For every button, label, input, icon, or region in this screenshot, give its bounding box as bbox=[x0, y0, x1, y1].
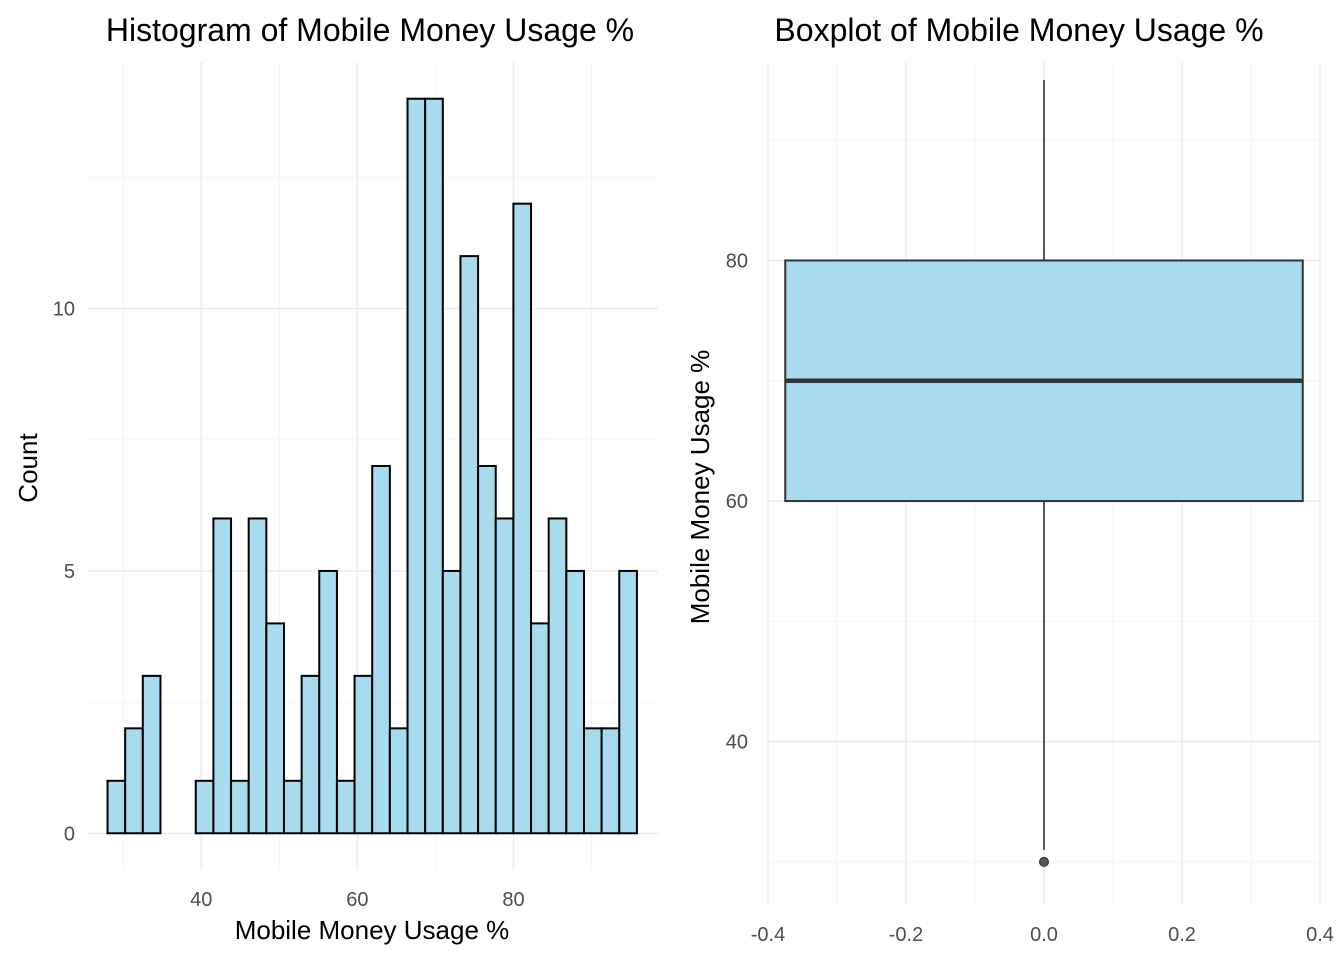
histogram-x-ticks: 40 60 80 bbox=[190, 889, 525, 911]
histogram-bar bbox=[124, 727, 144, 835]
histogram-y-tick-label: 5 bbox=[64, 561, 75, 583]
histogram-panel: 40 60 80 0 5 10 Histogram of Mobile Money Us… bbox=[13, 12, 658, 945]
histogram-bar bbox=[318, 569, 338, 835]
histogram-bar bbox=[265, 622, 285, 835]
histogram-bar bbox=[230, 779, 250, 835]
histogram-bar bbox=[194, 779, 215, 835]
histogram-bar bbox=[600, 727, 621, 835]
boxplot-y-axis-label: Mobile Money Usage % bbox=[685, 350, 715, 625]
histogram-bar bbox=[106, 779, 127, 835]
histogram-x-tick-label: 40 bbox=[190, 889, 212, 911]
boxplot-y-tick-label: 40 bbox=[726, 732, 748, 754]
boxplot-title: Boxplot of Mobile Money Usage % bbox=[774, 12, 1263, 48]
histogram-bar bbox=[247, 517, 268, 835]
histogram-bar bbox=[477, 465, 497, 835]
histogram-bar bbox=[441, 569, 462, 835]
histogram-bar bbox=[565, 569, 585, 835]
histogram-bar bbox=[547, 517, 568, 835]
histogram-y-axis-label: Count bbox=[13, 433, 43, 503]
histogram-title: Histogram of Mobile Money Usage % bbox=[106, 12, 634, 48]
histogram-bars bbox=[106, 97, 638, 835]
boxplot-y-tick-label: 60 bbox=[726, 491, 748, 513]
boxplot-y-ticks: 40 60 80 bbox=[726, 250, 748, 753]
histogram-bar bbox=[424, 97, 444, 835]
histogram-bar bbox=[141, 674, 162, 835]
boxplot-x-tick-label: -0.2 bbox=[889, 924, 923, 946]
histogram-bar bbox=[353, 674, 374, 835]
histogram-bar bbox=[494, 517, 515, 835]
boxplot-x-tick-label: -0.4 bbox=[751, 924, 785, 946]
histogram-y-tick-label: 10 bbox=[53, 299, 75, 321]
histogram-bar bbox=[618, 569, 638, 835]
histogram-bar bbox=[406, 97, 427, 835]
histogram-bar bbox=[212, 517, 233, 835]
histogram-y-ticks: 0 5 10 bbox=[53, 299, 75, 846]
histogram-bar bbox=[459, 255, 480, 835]
boxplot-x-tick-label: 0.4 bbox=[1306, 924, 1334, 946]
histogram-x-tick-label: 60 bbox=[346, 889, 368, 911]
histogram-bar bbox=[335, 779, 356, 835]
boxplot-body bbox=[784, 80, 1304, 867]
histogram-bar bbox=[582, 727, 603, 835]
histogram-bar bbox=[512, 202, 533, 835]
boxplot-panel: -0.4 -0.2 0.0 0.2 0.4 40 60 80 Boxplot of Mobi… bbox=[685, 12, 1334, 946]
boxplot-x-tick-label: 0.0 bbox=[1030, 924, 1058, 946]
histogram-bar bbox=[530, 622, 550, 835]
histogram-bar bbox=[388, 727, 409, 835]
boxplot-outlier-point bbox=[1039, 856, 1049, 867]
histogram-bar bbox=[371, 465, 391, 835]
histogram-y-tick-label: 0 bbox=[64, 823, 75, 845]
boxplot-x-ticks: -0.4 -0.2 0.0 0.2 0.4 bbox=[751, 924, 1334, 946]
histogram-x-axis-label: Mobile Money Usage % bbox=[235, 915, 510, 945]
boxplot-x-tick-label: 0.2 bbox=[1168, 924, 1196, 946]
histogram-bar bbox=[282, 779, 303, 835]
histogram-bar bbox=[300, 674, 321, 835]
boxplot-y-tick-label: 80 bbox=[726, 250, 748, 272]
histogram-x-tick-label: 80 bbox=[502, 889, 524, 911]
